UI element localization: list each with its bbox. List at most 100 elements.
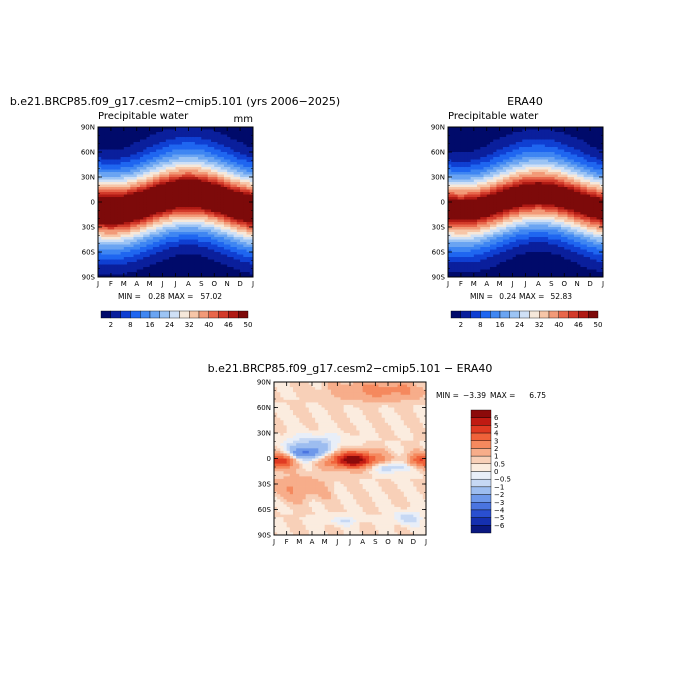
heat-cell [512, 167, 517, 170]
heat-cell [214, 207, 218, 210]
heat-cell [470, 162, 475, 165]
heat-cell [107, 184, 112, 188]
heat-cell [98, 157, 102, 160]
heat-cell [214, 194, 218, 198]
heat-cell [104, 249, 109, 253]
heat-cell [156, 149, 160, 153]
heat-cell [127, 212, 131, 215]
heat-cell [152, 164, 157, 168]
heat-cell [194, 197, 199, 200]
heat-cell [538, 182, 543, 185]
heat-cell [169, 237, 173, 240]
colorbar-swatch [179, 310, 190, 319]
heat-cell [104, 184, 109, 188]
heat-cell [464, 129, 468, 133]
heat-cell [544, 227, 549, 230]
heat-cell [535, 177, 539, 180]
heat-cell [240, 197, 244, 200]
heat-cell [451, 257, 455, 260]
heat-cell [152, 227, 157, 230]
heat-cell [236, 162, 241, 165]
heat-cell [496, 242, 501, 245]
heat-cell [149, 139, 154, 143]
heat-cell [194, 134, 199, 138]
heat-cell [217, 139, 222, 143]
heat-cell [522, 177, 526, 180]
heat-cell [110, 149, 115, 153]
heat-cell [156, 234, 160, 238]
heat-cell [544, 159, 549, 163]
heat-cell [448, 252, 452, 255]
heat-cell [178, 229, 183, 233]
heat-cell [512, 217, 517, 220]
heat-cell [477, 267, 481, 270]
heat-cell [499, 234, 504, 238]
heat-cell [480, 187, 484, 190]
heat-cell [531, 164, 536, 168]
heat-cell [448, 127, 452, 130]
heat-cell [506, 192, 510, 195]
heat-cell [544, 172, 549, 175]
heat-cell [480, 177, 484, 180]
heat-cell [123, 179, 128, 183]
heat-cell [525, 149, 530, 153]
heat-cell [470, 249, 475, 253]
heat-cell [457, 197, 462, 200]
heat-cell [201, 247, 205, 250]
heat-cell [233, 164, 238, 168]
heat-cell [178, 239, 183, 243]
heat-cell [454, 219, 459, 223]
x-tick-label: J [173, 280, 176, 288]
heat-cell [489, 264, 494, 268]
heat-cell [123, 154, 128, 158]
heat-cell [535, 194, 539, 198]
heat-cell [470, 174, 475, 178]
heat-cell [470, 227, 475, 230]
heat-cell [486, 249, 491, 253]
heat-cell [467, 252, 472, 255]
heat-cell [98, 199, 102, 203]
heat-cell [457, 244, 462, 248]
heat-cell [233, 222, 238, 225]
heat-cell [249, 272, 254, 275]
heat-cell [185, 184, 189, 188]
heat-cell [156, 262, 160, 265]
heat-cell [139, 212, 144, 215]
heat-cell [544, 144, 549, 148]
heat-cell [114, 159, 118, 163]
heat-cell [519, 272, 523, 275]
heat-cell [496, 149, 501, 153]
heat-cell [227, 192, 231, 195]
heat-cell [544, 257, 549, 260]
heat-cell [544, 169, 549, 173]
heat-cell [175, 217, 180, 220]
heat-cell [227, 152, 231, 155]
heat-cell [483, 144, 488, 148]
heat-cell [535, 254, 539, 258]
heat-cell [165, 157, 170, 160]
heat-cell [483, 217, 488, 220]
heat-cell [227, 197, 231, 200]
heat-cell [535, 152, 539, 155]
heat-cell [538, 137, 543, 140]
heat-cell [249, 222, 254, 225]
heat-cell [460, 204, 465, 208]
heat-cell [240, 152, 244, 155]
heat-cell [477, 224, 481, 228]
heat-cell [120, 149, 125, 153]
heat-cell [123, 247, 128, 250]
heat-cell [460, 247, 465, 250]
heat-cell [541, 174, 546, 178]
heat-cell [457, 154, 462, 158]
heat-cell [110, 272, 115, 275]
heat-cell [175, 207, 180, 210]
heat-cell [464, 244, 468, 248]
heat-cell [509, 264, 513, 268]
heat-cell [236, 262, 241, 265]
heat-cell [538, 129, 543, 133]
heat-cell [123, 194, 128, 198]
heat-cell [525, 172, 530, 175]
heat-cell [214, 259, 218, 263]
heat-cell [535, 139, 539, 143]
heat-cell [123, 149, 128, 153]
